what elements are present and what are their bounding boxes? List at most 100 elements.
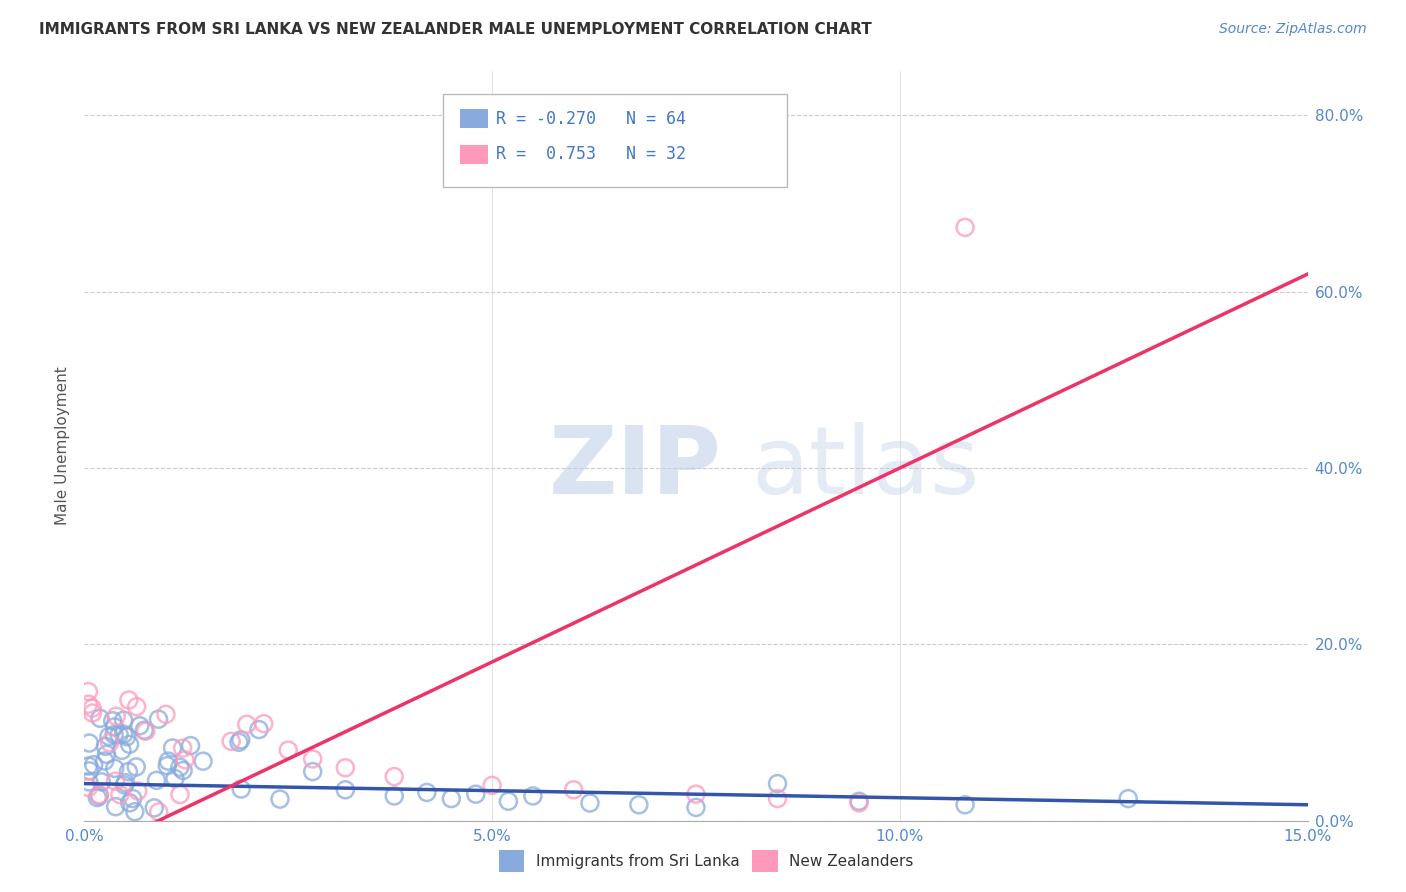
Point	[118, 737, 141, 751]
Text: ZIP: ZIP	[550, 423, 723, 515]
Point	[247, 723, 270, 737]
Point	[953, 797, 976, 812]
Point	[94, 754, 117, 768]
Text: Source: ZipAtlas.com: Source: ZipAtlas.com	[1219, 22, 1367, 37]
Point	[163, 772, 186, 786]
Point	[301, 752, 323, 766]
Point	[90, 775, 112, 789]
Point	[112, 727, 135, 741]
Point	[124, 805, 146, 819]
Point	[228, 735, 250, 749]
Point	[235, 717, 257, 731]
Point	[172, 764, 194, 778]
Point	[416, 785, 439, 799]
Point	[253, 716, 276, 731]
Point	[498, 794, 520, 808]
Point	[125, 699, 148, 714]
Point	[98, 736, 121, 750]
Point	[104, 799, 127, 814]
Point	[382, 789, 405, 803]
Point	[83, 757, 105, 772]
Text: New Zealanders: New Zealanders	[789, 854, 912, 869]
Point	[627, 797, 650, 812]
Point	[143, 801, 166, 815]
Point	[121, 791, 143, 805]
Point	[77, 684, 100, 698]
Point	[481, 778, 503, 792]
Point	[155, 707, 177, 722]
Point	[89, 788, 111, 802]
Point	[127, 784, 149, 798]
Point	[440, 791, 463, 805]
Point	[766, 791, 789, 805]
Point	[157, 754, 180, 768]
Point	[135, 724, 157, 739]
Point	[82, 701, 104, 715]
Point	[104, 761, 127, 775]
Point	[685, 787, 707, 801]
Point	[118, 796, 141, 810]
Point	[108, 728, 131, 742]
Point	[86, 790, 108, 805]
Text: R = -0.270   N = 64: R = -0.270 N = 64	[496, 110, 686, 128]
Point	[112, 713, 135, 727]
Point	[103, 728, 125, 742]
Point	[180, 739, 202, 753]
Point	[169, 788, 191, 802]
Text: IMMIGRANTS FROM SRI LANKA VS NEW ZEALANDER MALE UNEMPLOYMENT CORRELATION CHART: IMMIGRANTS FROM SRI LANKA VS NEW ZEALAND…	[39, 22, 872, 37]
Point	[148, 805, 170, 819]
Point	[96, 747, 118, 762]
Point	[89, 789, 111, 803]
Point	[115, 730, 138, 744]
Point	[79, 764, 101, 778]
Point	[174, 753, 197, 767]
Point	[156, 758, 179, 772]
Point	[269, 792, 291, 806]
Point	[848, 794, 870, 808]
Point	[1116, 791, 1139, 805]
Point	[108, 788, 131, 802]
Point	[229, 732, 252, 747]
Point	[77, 775, 100, 789]
Point	[104, 774, 127, 789]
Point	[335, 761, 357, 775]
Point	[134, 723, 156, 738]
Point	[117, 764, 139, 779]
Point	[579, 796, 602, 810]
Text: R =  0.753   N = 32: R = 0.753 N = 32	[496, 145, 686, 163]
Point	[766, 776, 789, 790]
Point	[464, 787, 486, 801]
Point	[101, 714, 124, 728]
Point	[114, 778, 136, 792]
Point	[77, 759, 100, 773]
Text: Immigrants from Sri Lanka: Immigrants from Sri Lanka	[536, 854, 740, 869]
Point	[231, 782, 253, 797]
Point	[382, 770, 405, 784]
Point	[522, 789, 544, 803]
Y-axis label: Male Unemployment: Male Unemployment	[55, 367, 70, 525]
Point	[97, 730, 120, 744]
Point	[685, 800, 707, 814]
Point	[145, 773, 167, 788]
Point	[191, 754, 214, 768]
Point	[114, 775, 136, 789]
Point	[277, 743, 299, 757]
Point	[77, 736, 100, 750]
Point	[219, 734, 242, 748]
Point	[169, 760, 191, 774]
Point	[148, 712, 170, 726]
Point	[118, 693, 141, 707]
Point	[848, 796, 870, 810]
Text: atlas: atlas	[751, 423, 979, 515]
Point	[172, 741, 194, 756]
Point	[953, 220, 976, 235]
Point	[301, 764, 323, 779]
Point	[562, 782, 585, 797]
Point	[162, 741, 184, 756]
Point	[128, 719, 150, 733]
Point	[105, 709, 128, 723]
Point	[125, 760, 148, 774]
Point	[111, 743, 134, 757]
Point	[89, 711, 111, 725]
Point	[103, 720, 125, 734]
